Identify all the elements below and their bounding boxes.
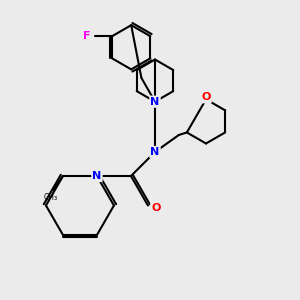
Text: F: F	[83, 31, 91, 41]
Text: N: N	[150, 97, 160, 107]
Text: O: O	[151, 203, 160, 214]
Text: N: N	[92, 171, 102, 181]
Text: CH₃: CH₃	[44, 193, 58, 202]
Text: N: N	[150, 147, 160, 157]
Text: O: O	[201, 92, 211, 102]
